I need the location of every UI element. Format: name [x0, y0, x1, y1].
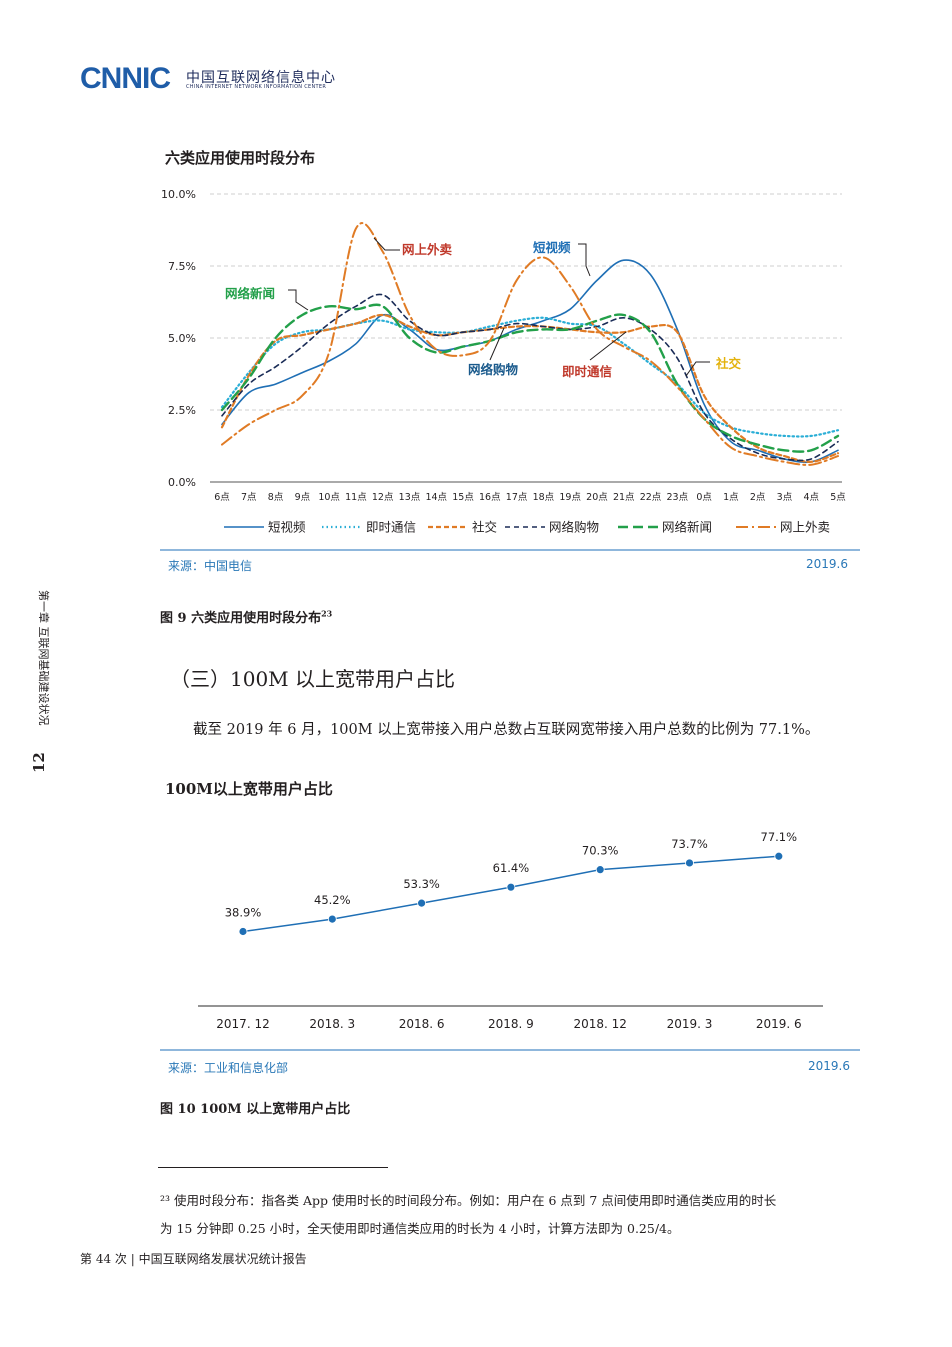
series-line	[221, 222, 839, 466]
callout-label-tongxin: 即时通信	[562, 364, 613, 379]
data-label: 77.1%	[761, 830, 798, 844]
x-tick-label: 2018. 6	[399, 1017, 445, 1031]
x-tick-label: 23点	[667, 492, 689, 503]
x-tick-label: 4点	[803, 492, 819, 503]
body-paragraph: 截至 2019 年 6 月，100M 以上宽带接入用户总数占互联网宽带接入用户总…	[193, 722, 820, 738]
y-tick-label: 2.5%	[168, 404, 196, 417]
callout-leader	[589, 331, 627, 361]
series-line	[220, 303, 840, 453]
x-tick-label: 8点	[268, 492, 284, 503]
figure10-source: 来源：工业和信息化部	[168, 1061, 289, 1075]
data-point	[327, 914, 337, 924]
figure9-caption: 图 9 六类应用使用时段分布23	[160, 607, 332, 626]
callout-leader	[578, 243, 591, 277]
x-tick-label: 2019. 6	[756, 1017, 802, 1031]
callout-label-shipin: 短视频	[533, 240, 571, 255]
x-tick-label: 2018. 12	[573, 1017, 626, 1031]
x-tick-label: 22点	[640, 492, 662, 503]
x-tick-label: 20点	[586, 492, 608, 503]
figure10-title: 100M以上宽带用户占比	[165, 780, 333, 798]
y-tick-label: 0.0%	[168, 476, 196, 489]
figure9-title: 六类应用使用时段分布	[165, 149, 316, 167]
x-tick-label: 11点	[345, 492, 367, 503]
x-tick-label: 14点	[425, 492, 447, 503]
figure10-source-rule	[160, 1049, 860, 1051]
x-tick-label: 13点	[399, 492, 421, 503]
x-tick-label: 2点	[750, 492, 766, 503]
x-tick-label: 6点	[214, 492, 230, 503]
x-tick-label: 18点	[533, 492, 555, 503]
x-tick-label: 16点	[479, 492, 501, 503]
data-point	[506, 882, 516, 892]
page-footer: 第 44 次 | 中国互联网络发展状况统计报告	[80, 1252, 307, 1266]
series-line	[221, 259, 839, 464]
series-line	[220, 313, 840, 463]
data-label: 38.9%	[225, 906, 262, 920]
series-line	[220, 316, 840, 438]
callout-leader	[489, 327, 505, 361]
figure9-date: 2019.6	[806, 557, 848, 571]
x-tick-label: 3点	[777, 492, 793, 503]
x-tick-label: 12点	[372, 492, 394, 503]
footnote-line-2: 为 15 分钟即 0.25 小时，全天使用即时通信类应用的时长为 4 小时，计算…	[160, 1221, 680, 1236]
cnnic-logo: CNNIC	[80, 62, 171, 95]
page-number: 12	[30, 752, 48, 773]
footnote-ref[interactable]: 23	[321, 608, 333, 619]
usage-time-chart: 0.0% 2.5% 5.0% 7.5% 10.0% 6点 7点 8点 9点 10点 11点 12点 1…	[161, 188, 846, 535]
broadband-share-chart: 38.9% 45.2% 53.3% 61.4% 70.3% 73.7% 77.1% 2017…	[198, 830, 823, 1031]
data-point	[595, 865, 605, 875]
logo-english-name: CHINA INTERNET NETWORK INFORMATION CENTE…	[186, 84, 327, 90]
x-tick-label: 19点	[559, 492, 581, 503]
figure9-caption-text: 图 9 六类应用使用时段分布	[160, 611, 322, 626]
section-heading: （三）100M 以上宽带用户占比	[170, 667, 456, 691]
legend-label: 短视频	[268, 520, 306, 535]
legend-label: 网络新闻	[662, 520, 712, 535]
data-label: 61.4%	[493, 861, 530, 875]
callout-label-gouwu: 网络购物	[468, 362, 519, 377]
figure9-source: 来源：中国电信	[168, 559, 253, 573]
x-tick-label: 10点	[318, 492, 340, 503]
callout-leader	[288, 289, 309, 311]
callout-label-xinwen: 网络新闻	[225, 286, 275, 301]
data-label: 73.7%	[671, 837, 708, 851]
data-point	[238, 927, 248, 936]
legend-label: 即时通信	[366, 520, 416, 535]
legend-label: 社交	[472, 520, 497, 535]
x-tick-label: 5点	[830, 492, 846, 503]
legend-label: 网络购物	[549, 520, 599, 535]
y-tick-label: 10.0%	[161, 188, 196, 201]
x-tick-label: 15点	[452, 492, 474, 503]
data-label: 53.3%	[403, 877, 440, 891]
x-tick-label: 2018. 9	[488, 1017, 534, 1031]
series-line	[221, 293, 839, 462]
data-point	[774, 851, 784, 861]
figure10-date: 2019.6	[808, 1059, 850, 1073]
x-tick-label: 21点	[613, 492, 635, 503]
logo-chinese-name: 中国互联网络信息中心	[186, 70, 336, 86]
callout-label-waimai: 网上外卖	[402, 242, 453, 257]
x-tick-label: 2019. 3	[667, 1017, 713, 1031]
callout-label-shejiao: 社交	[715, 356, 742, 371]
figure9-source-rule	[160, 549, 860, 551]
x-tick-label: 2017. 12	[216, 1017, 269, 1031]
data-point	[417, 898, 427, 908]
x-tick-label: 9点	[295, 492, 311, 503]
data-point	[685, 858, 694, 868]
footnote-line-1: ²³ 使用时段分布：指各类 App 使用时长的时间段分布。例如：用户在 6 点到…	[160, 1193, 777, 1208]
x-tick-label: 1点	[723, 492, 739, 503]
y-tick-label: 7.5%	[168, 260, 196, 273]
x-tick-label: 2018. 3	[309, 1017, 355, 1031]
chapter-side-text: 第一章 互联网基础建设状况	[37, 590, 50, 726]
data-label: 45.2%	[314, 893, 351, 907]
footnote-rule	[158, 1167, 388, 1168]
y-tick-label: 5.0%	[168, 332, 196, 345]
figure10-caption: 图 10 100M 以上宽带用户占比	[160, 1102, 351, 1117]
x-tick-label: 7点	[241, 492, 257, 503]
callout-leader	[373, 237, 400, 251]
x-tick-label: 0点	[696, 492, 712, 503]
data-label: 70.3%	[582, 844, 619, 858]
legend-label: 网上外卖	[780, 520, 830, 535]
x-tick-label: 17点	[506, 492, 528, 503]
callout-leader	[685, 361, 710, 377]
